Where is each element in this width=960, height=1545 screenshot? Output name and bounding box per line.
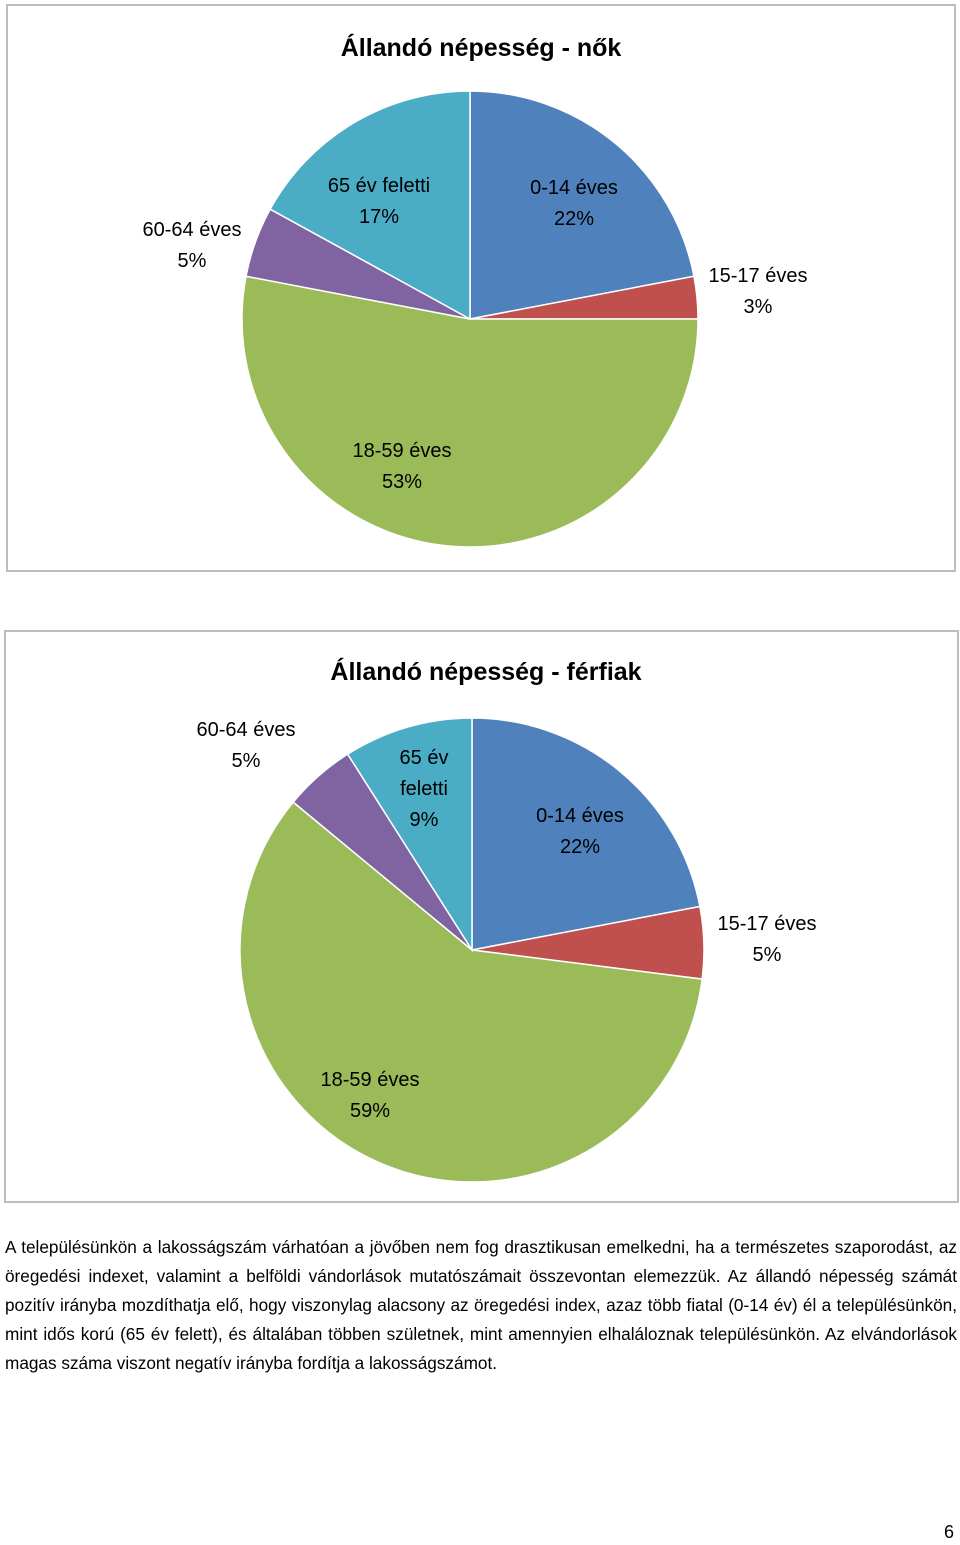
pie-labels: 0-14 éves 22% 15-17 éves 3% 18-59 éves 53% 60-… [143, 175, 808, 493]
slice-65-plus [346, 717, 473, 953]
body-paragraph: A településünkön a lakosságszám várhatóa… [5, 1237, 957, 1373]
label-0-14: 0-14 éves 22% [530, 177, 618, 230]
slice-65-plus [269, 90, 471, 321]
chart-title: Állandó népesség - férfiak [330, 657, 641, 686]
pie-slices [239, 717, 705, 1183]
pie-slices [241, 90, 699, 548]
slice-0-14 [469, 90, 695, 320]
label-18-59: 18-59 éves 53% [353, 440, 452, 493]
label-60-64: 60-64 éves 5% [143, 219, 242, 272]
pie-chart-men: Állandó népesség - férfiak 0-14 éves 22% 1… [4, 630, 959, 1203]
pie-chart-men-svg: Állandó népesség - férfiak 0-14 éves 22% 1… [197, 657, 817, 1183]
label-0-14: 0-14 éves 22% [536, 805, 624, 858]
label-65-plus: 65 év feletti 9% [400, 747, 449, 831]
label-60-64: 60-64 éves 5% [197, 719, 296, 772]
pie-chart-women: Állandó népesség - nők 0-14 éves 22% 15-17… [6, 4, 956, 572]
pie-labels: 0-14 éves 22% 15-17 éves 5% 18-59 éves 59% 60-… [197, 719, 817, 1122]
label-15-17: 15-17 éves 5% [718, 913, 817, 966]
label-65-plus: 65 év feletti 17% [328, 175, 430, 228]
pie-chart-women-svg: Állandó népesség - nők 0-14 éves 22% 15-17… [143, 33, 808, 548]
chart-title: Állandó népesség - nők [341, 33, 622, 62]
label-15-17: 15-17 éves 3% [709, 265, 808, 318]
page-number: 6 [943, 1522, 954, 1542]
slice-18-59 [241, 275, 699, 548]
slice-18-59 [239, 801, 704, 1183]
slice-0-14 [471, 717, 701, 951]
label-18-59: 18-59 éves 59% [321, 1069, 420, 1122]
